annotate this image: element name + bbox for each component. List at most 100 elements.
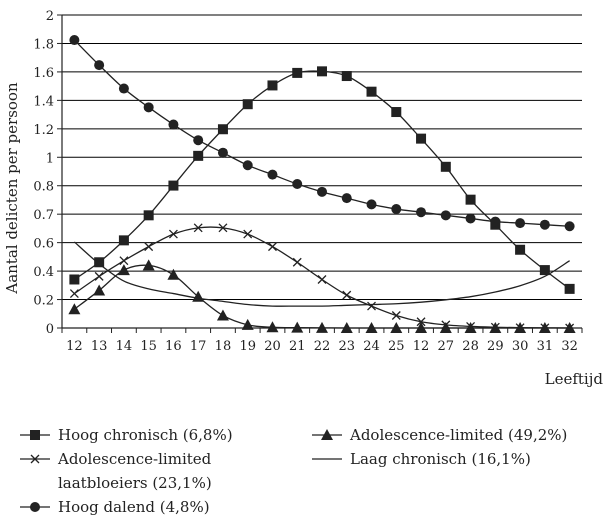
x-tick-label: 24 xyxy=(363,339,380,354)
data-point xyxy=(94,271,104,281)
data-point xyxy=(539,219,550,230)
y-tick-label: 1.2 xyxy=(33,123,54,138)
y-tick-label: 0 xyxy=(46,322,54,337)
data-point xyxy=(367,301,376,311)
data-point xyxy=(439,322,452,333)
data-point xyxy=(391,107,402,118)
series-2 xyxy=(69,223,575,333)
axes xyxy=(61,15,582,329)
data-point xyxy=(342,290,352,300)
x-tick-label: 12 xyxy=(66,339,83,354)
data-point xyxy=(564,221,575,232)
x-tick-label: 19 xyxy=(239,339,256,354)
data-point xyxy=(243,229,253,239)
data-point xyxy=(93,284,106,296)
data-point xyxy=(465,213,476,224)
x-tick-label: 14 xyxy=(116,339,133,354)
y-tick-label: 1.8 xyxy=(33,37,54,52)
data-point xyxy=(217,147,228,158)
x-tick-label: 29 xyxy=(487,339,504,354)
data-point xyxy=(391,311,401,320)
x-tick-label: 25 xyxy=(388,339,405,354)
legend: Hoog chronisch (6,8%) Adolescence-limited… xyxy=(20,426,567,516)
data-point xyxy=(68,303,81,315)
legend-label: Adolescence-limited (49,2%) xyxy=(349,426,567,444)
data-point xyxy=(366,199,377,210)
data-point xyxy=(291,321,304,333)
data-point xyxy=(119,256,129,266)
gridlines xyxy=(57,14,582,329)
data-point xyxy=(539,265,550,276)
y-tick-labels: 0 0.2 0.4 0.6 0.7 0.8 1 1.2 1.4 1.6 1.8 2 xyxy=(33,9,54,337)
data-point xyxy=(267,80,278,91)
data-point xyxy=(193,223,203,233)
data-point xyxy=(540,323,550,333)
legend-item: Hoog chronisch (6,8%) xyxy=(20,426,233,444)
legend-label: Hoog chronisch (6,8%) xyxy=(58,426,233,444)
data-point xyxy=(69,289,79,299)
data-point xyxy=(465,194,476,205)
data-point xyxy=(193,150,204,161)
x-tick-label: 17 xyxy=(190,339,207,354)
x-tick-label: 27 xyxy=(438,339,455,354)
data-point xyxy=(94,60,105,71)
data-point xyxy=(168,229,178,239)
data-point xyxy=(266,321,279,333)
data-point xyxy=(268,242,277,252)
data-point xyxy=(565,323,575,333)
data-point xyxy=(416,317,426,327)
data-point xyxy=(267,169,278,180)
data-point xyxy=(142,259,155,271)
x-tick-label: 32 xyxy=(561,339,578,354)
legend-item: Adolescence-limited laatbloeiers (23,1%) xyxy=(20,450,212,492)
series-line xyxy=(73,264,570,329)
data-point xyxy=(69,274,80,285)
x-tick-label: 13 xyxy=(91,339,108,354)
legend-label: Laag chronisch (16,1%) xyxy=(350,450,531,468)
data-point xyxy=(415,322,428,333)
data-point xyxy=(242,160,253,171)
data-point xyxy=(490,322,500,332)
y-tick-label: 1.6 xyxy=(33,66,54,81)
data-point xyxy=(168,180,179,191)
data-point xyxy=(341,71,352,82)
legend-item: Hoog dalend (4,8%) xyxy=(20,498,210,516)
data-point xyxy=(292,257,302,267)
legend-marker xyxy=(30,454,40,464)
data-point xyxy=(317,275,327,284)
data-point xyxy=(168,119,179,130)
y-tick-label: 1 xyxy=(46,151,54,166)
y-tick-label: 1.4 xyxy=(33,94,54,109)
data-point xyxy=(564,283,575,294)
data-point xyxy=(317,66,327,77)
x-tick-label: 12 xyxy=(413,339,430,354)
series-group xyxy=(68,35,576,333)
y-tick-label: 0.7 xyxy=(33,208,54,223)
series-line xyxy=(73,241,570,307)
x-tick-label: 23 xyxy=(338,339,355,354)
data-point xyxy=(193,135,204,146)
data-point xyxy=(366,86,377,97)
data-point xyxy=(316,321,328,333)
data-point xyxy=(218,223,228,233)
data-point xyxy=(365,322,378,333)
data-point xyxy=(117,264,130,276)
x-tick-label: 16 xyxy=(165,339,182,354)
legend-label: Hoog dalend (4,8%) xyxy=(58,498,210,516)
series-3 xyxy=(73,241,570,307)
x-tick-label: 30 xyxy=(512,339,529,354)
data-point xyxy=(390,322,403,333)
x-tick-labels: 12 13 14 15 16 17 18 19 20 21 22 23 24 25 12 27 28 29 30 31… xyxy=(61,328,583,354)
data-point xyxy=(340,322,353,333)
x-tick-label: 15 xyxy=(140,339,157,354)
data-point xyxy=(416,133,427,144)
data-point xyxy=(216,309,229,321)
x-tick-label: 20 xyxy=(264,339,281,354)
y-tick-label: 0.2 xyxy=(33,294,54,309)
data-point xyxy=(490,216,501,227)
y-tick-label: 0.6 xyxy=(33,237,54,252)
data-point xyxy=(341,193,352,204)
data-point xyxy=(118,83,129,94)
data-point xyxy=(118,235,129,246)
